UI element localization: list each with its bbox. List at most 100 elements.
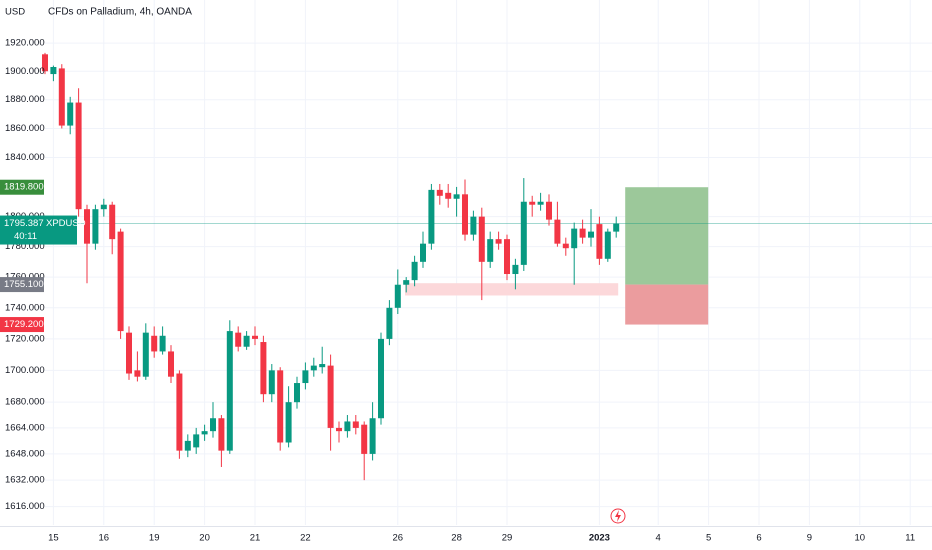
candle-body — [226, 331, 233, 451]
current-price-tag — [0, 215, 77, 245]
candle-body — [252, 335, 258, 339]
zones — [45, 187, 932, 325]
x-tick-label: 26 — [393, 533, 404, 544]
candle-body — [369, 418, 376, 454]
price-tag-label: 1755.100 — [4, 279, 44, 290]
candle-body — [67, 102, 74, 126]
x-tick-label: 28 — [451, 533, 462, 544]
candle-body — [84, 209, 90, 244]
x-tick-label: 22 — [300, 533, 311, 544]
candle-body — [168, 351, 174, 377]
x-tick-label: 6 — [756, 533, 761, 544]
candle-body — [117, 231, 124, 332]
candle-body — [537, 201, 544, 205]
x-tick-label: 11 — [905, 533, 915, 544]
y-tick-label: 1632.000 — [5, 475, 45, 486]
candle-body — [218, 418, 225, 451]
candle-body — [378, 338, 384, 419]
candle-body — [75, 102, 82, 210]
candle-body — [386, 307, 393, 339]
price-tag — [0, 179, 44, 195]
x-tick-label: 4 — [656, 533, 661, 544]
x-tick-label: 19 — [149, 533, 160, 544]
candle-body — [428, 189, 435, 244]
current-price-label: 1795.387 — [4, 218, 44, 229]
y-tick-label: 1780.000 — [5, 241, 45, 252]
price-tag — [0, 317, 44, 333]
candle-body — [411, 261, 418, 281]
candle-body — [201, 431, 208, 435]
candle-body — [394, 284, 401, 308]
x-tick-label: 10 — [855, 533, 866, 544]
y-tick-label: 1840.000 — [5, 152, 45, 163]
y-tick-label: 1860.000 — [5, 123, 45, 134]
candle-body — [495, 239, 502, 244]
candle-body — [453, 194, 460, 199]
candle-body — [336, 427, 342, 432]
candle-body — [268, 370, 275, 395]
candle-body — [529, 201, 536, 205]
candle-body — [554, 219, 561, 244]
candle-body — [302, 370, 309, 384]
candle-body — [92, 209, 99, 244]
y-tick-label: 1700.000 — [5, 365, 45, 376]
candle-body — [361, 424, 368, 454]
candle-body — [520, 201, 527, 265]
candle-body — [546, 201, 552, 220]
candle-body — [420, 243, 426, 262]
candle-body — [134, 370, 141, 377]
x-tick-label: 29 — [502, 533, 513, 544]
y-tick-label: 1740.000 — [5, 302, 45, 313]
candle-body — [109, 204, 116, 240]
candle-body — [151, 335, 158, 352]
event-icon[interactable] — [610, 508, 626, 524]
candle-body — [487, 239, 494, 262]
candle-body — [50, 66, 57, 75]
candle-body — [470, 216, 477, 235]
symbol-label: XPDUSD — [46, 218, 86, 229]
candle-body — [126, 332, 132, 374]
candle-body — [352, 421, 359, 428]
countdown-label: 40:11 — [14, 231, 37, 242]
candles — [42, 52, 620, 481]
candle-body — [235, 332, 242, 347]
candle-body — [277, 370, 284, 443]
candle-body — [210, 418, 216, 432]
y-tick-label: 1900.000 — [5, 66, 45, 77]
chart-title: CFDs on Palladium, 4h, OANDA — [48, 7, 192, 18]
candle-body — [588, 231, 594, 238]
candle-body — [58, 68, 65, 126]
y-tick-label: 1880.000 — [5, 94, 45, 105]
x-tick-label: 2023 — [589, 533, 610, 544]
candle-body — [344, 421, 351, 432]
candle-body — [184, 440, 191, 451]
candle-body — [176, 373, 183, 451]
price-tag-label: 1729.200 — [4, 319, 44, 330]
candle-body — [512, 264, 519, 275]
candle-body — [436, 189, 443, 196]
y-tick-label: 1920.000 — [5, 38, 45, 49]
candle-body — [310, 365, 317, 371]
y-tick-label: 1680.000 — [5, 397, 45, 408]
candle-body — [604, 231, 611, 259]
x-tick-label: 20 — [199, 533, 210, 544]
x-tick-label: 21 — [250, 533, 261, 544]
y-tick-label: 1616.000 — [5, 501, 45, 512]
x-tick-label: 5 — [706, 533, 711, 544]
loss-zone — [625, 284, 709, 325]
price-tag — [0, 277, 44, 293]
candle-body — [571, 228, 578, 249]
candle-body — [445, 192, 452, 199]
candle-body — [504, 239, 510, 275]
x-tick-label: 15 — [48, 533, 59, 544]
support-zone — [405, 283, 619, 296]
candle-body — [294, 383, 300, 403]
candle-body — [562, 243, 569, 249]
y-tick-label: 1664.000 — [5, 422, 45, 433]
candle-body — [403, 280, 410, 285]
candle-body — [42, 54, 48, 72]
y-axis-unit: USD — [5, 7, 25, 18]
